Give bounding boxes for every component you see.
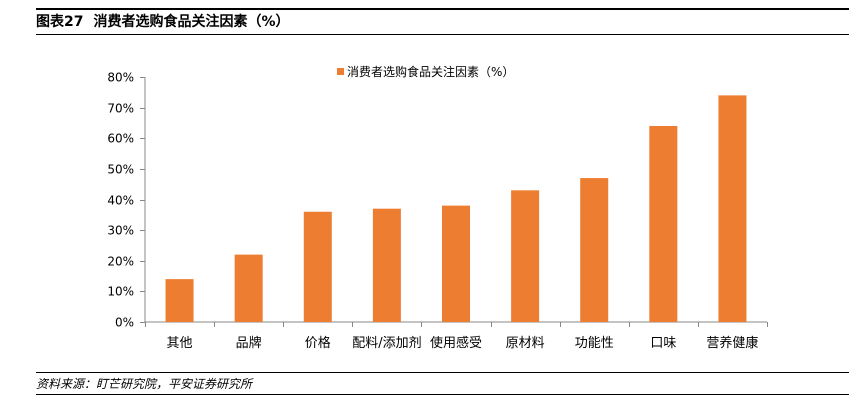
legend-label: 消费者选购食品关注因素（%） bbox=[347, 64, 514, 79]
x-tick-label: 品牌 bbox=[236, 335, 262, 351]
x-tick-label: 价格 bbox=[305, 335, 331, 351]
bar bbox=[511, 190, 540, 322]
end-rule bbox=[36, 394, 849, 395]
x-tick-label: 配料/添加剂 bbox=[352, 336, 421, 351]
x-tick-label: 原材料 bbox=[506, 336, 545, 351]
y-tick-label: 10% bbox=[107, 285, 134, 299]
bar bbox=[372, 208, 401, 322]
bar bbox=[580, 178, 609, 322]
y-tick-label: 80% bbox=[107, 71, 134, 85]
x-tick-label: 使用感受 bbox=[430, 335, 482, 351]
bar bbox=[303, 211, 332, 322]
figure-number: 图表27 bbox=[36, 14, 84, 30]
y-tick-label: 0% bbox=[115, 316, 134, 330]
y-tick-label: 70% bbox=[107, 102, 134, 116]
bar bbox=[442, 205, 470, 322]
legend-swatch bbox=[337, 68, 344, 75]
y-tick-label: 30% bbox=[107, 224, 134, 238]
figure-title: 图表27 消费者选购食品关注因素（%） bbox=[36, 11, 290, 31]
title-rule bbox=[36, 34, 849, 35]
y-tick-label: 60% bbox=[107, 132, 134, 146]
top-rule bbox=[36, 8, 849, 10]
y-tick-label: 50% bbox=[107, 163, 134, 177]
bar bbox=[718, 95, 747, 322]
bottom-rule bbox=[36, 372, 849, 373]
x-tick-label: 营养健康 bbox=[706, 335, 758, 351]
figure-title-text: 消费者选购食品关注因素（%） bbox=[93, 14, 290, 30]
x-tick-label: 其他 bbox=[167, 336, 193, 351]
bar bbox=[649, 126, 678, 322]
bar bbox=[165, 279, 194, 322]
y-tick-label: 20% bbox=[107, 255, 134, 269]
y-tick-label: 40% bbox=[107, 194, 134, 208]
source-note: 资料来源：盯芒研究院，平安证券研究所 bbox=[36, 377, 253, 391]
x-tick-label: 功能性 bbox=[575, 336, 614, 351]
x-tick-label: 口味 bbox=[650, 336, 676, 351]
bar-chart: 0% 10% 20% 30% 40% 50% 60% 70% 80% 其他 品牌 价格 配料/添加剂 使用… bbox=[107, 64, 768, 351]
bar bbox=[234, 254, 263, 322]
